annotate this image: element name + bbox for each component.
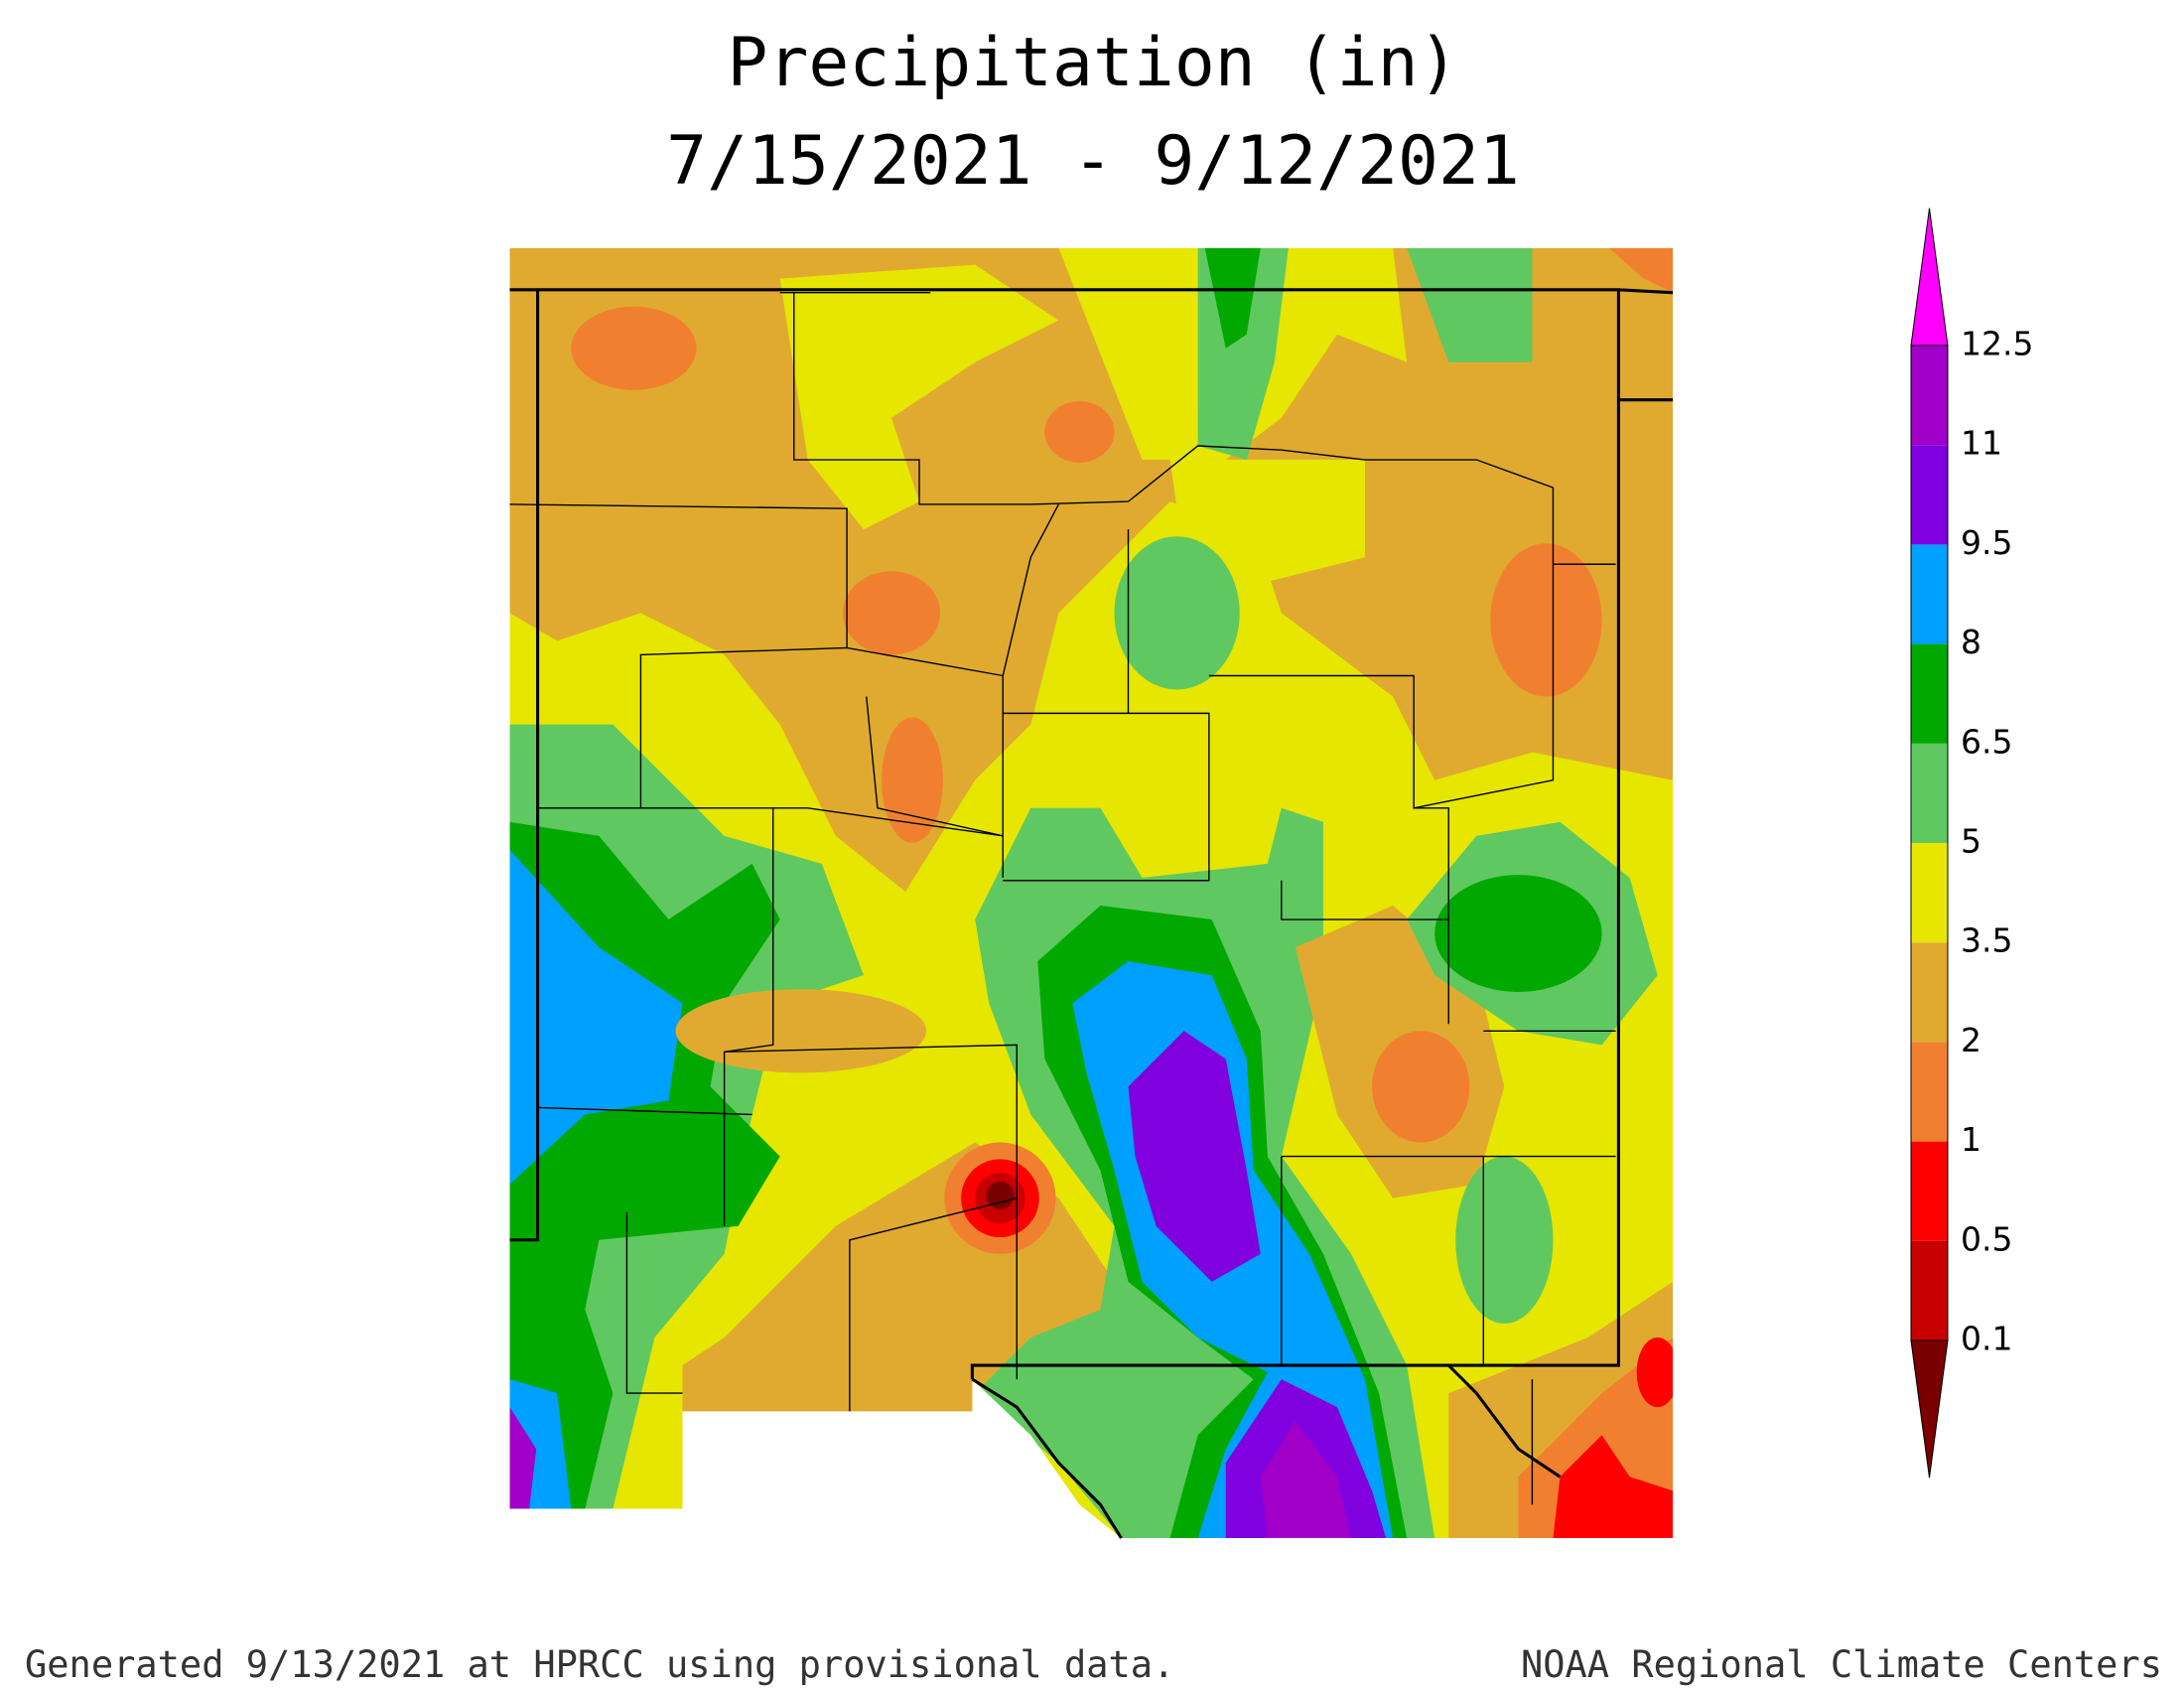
colorbar-label: 0.1	[1961, 1320, 2012, 1358]
colorbar-segment	[1911, 743, 1948, 843]
colorbar-label: 5	[1961, 822, 1981, 861]
colorbar-frame	[1910, 345, 1949, 1341]
footer-left: Generated 9/13/2021 at HPRCC using provi…	[25, 1643, 1174, 1686]
colorbar-label: 8	[1961, 623, 1981, 661]
title-line: 7/15/2021 - 9/12/2021	[666, 122, 1520, 201]
colorbar-segment	[1911, 1042, 1948, 1142]
map	[509, 247, 1674, 1539]
colorbar-label: 1	[1961, 1120, 1981, 1159]
colorbar-segment	[1911, 843, 1948, 943]
colorbar-label: 0.5	[1961, 1219, 2012, 1258]
footer-right: NOAA Regional Climate Centers	[1521, 1643, 2162, 1686]
colorbar-segment	[1911, 544, 1948, 644]
colorbar-segment	[1911, 942, 1948, 1043]
colorbar-segment	[1911, 346, 1948, 446]
colorbar-label: 2	[1961, 1021, 1981, 1059]
colorbar-extend-low	[1910, 1339, 1949, 1478]
title-line: Precipitation (in)	[728, 24, 1459, 102]
colorbar-label: 9.5	[1961, 523, 2012, 562]
colorbar-segment	[1911, 1240, 1948, 1340]
colorbar-extend-high	[1910, 208, 1949, 347]
colorbar-label: 12.5	[1961, 325, 2033, 363]
colorbar-segment	[1911, 445, 1948, 545]
colorbar: 0.1 0.5 1 2 3.5 5 6.5 8 9.5 11 12.5	[1910, 208, 2033, 1478]
colorbar-segment	[1911, 643, 1948, 744]
colorbar-label: 11	[1961, 424, 2002, 463]
colorbar-label: 6.5	[1961, 722, 2012, 761]
colorbar-label: 3.5	[1961, 921, 2012, 960]
colorbar-segment	[1911, 1141, 1948, 1241]
